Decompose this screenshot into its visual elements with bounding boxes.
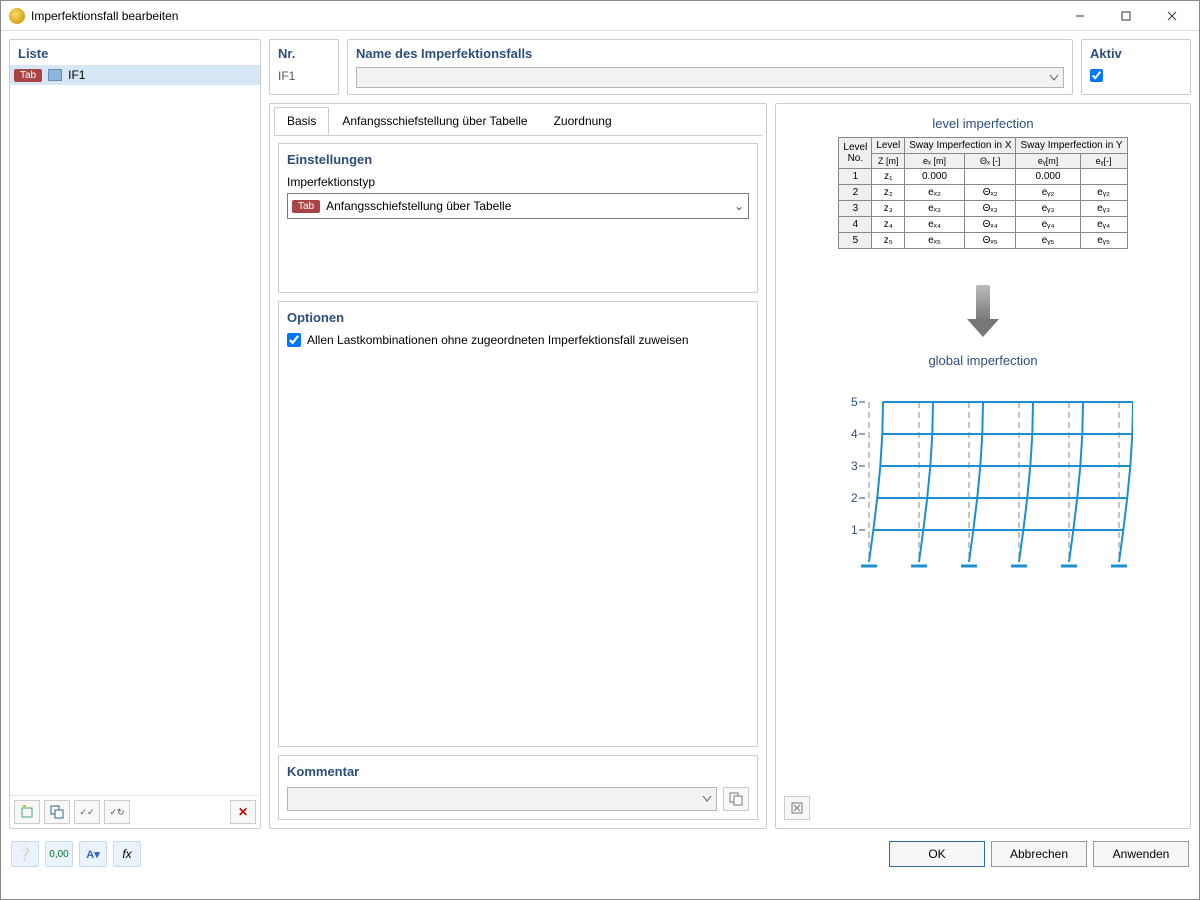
name-panel: Name des Imperfektionsfalls	[347, 39, 1073, 95]
name-label: Name des Imperfektionsfalls	[348, 40, 1072, 65]
liste-item-color	[48, 69, 62, 81]
cancel-button[interactable]: Abbrechen	[991, 841, 1087, 867]
typ-combo[interactable]: Tab Anfangsschiefstellung über Tabelle ⌄	[287, 193, 749, 219]
assign-all-label: Allen Lastkombinationen ohne zugeordnete…	[307, 333, 689, 347]
assign-all-option[interactable]: Allen Lastkombinationen ohne zugeordnete…	[287, 333, 749, 347]
titlebar: Imperfektionsfall bearbeiten	[1, 1, 1199, 31]
table-row: 3z₃eₓ₃Θₓ₃eᵧ₃eᵧ₃	[839, 201, 1127, 217]
tab-basis[interactable]: Basis	[274, 107, 329, 135]
close-button[interactable]	[1149, 1, 1195, 31]
arrow-head-icon	[967, 319, 999, 337]
typ-value: Anfangsschiefstellung über Tabelle	[326, 199, 511, 213]
th-level: Level	[872, 138, 905, 154]
font-button[interactable]: A▾	[79, 841, 107, 867]
liste-item-name: IF1	[68, 68, 85, 82]
apply-button[interactable]: Anwenden	[1093, 841, 1189, 867]
maximize-button[interactable]	[1103, 1, 1149, 31]
fx-button[interactable]: fx	[113, 841, 141, 867]
arrow-icon	[976, 285, 990, 321]
chevron-down-icon	[702, 794, 712, 804]
liste-panel: Liste Tab IF1 ✓✓ ✓↻ ✕	[9, 39, 261, 829]
app-icon	[9, 8, 25, 24]
table-row: 5z₅eₓ₅Θₓ₅eᵧ₅eᵧ₅	[839, 233, 1127, 249]
refresh-button[interactable]: ✓↻	[104, 800, 130, 824]
nr-panel: Nr. IF1	[269, 39, 339, 95]
delete-button[interactable]: ✕	[230, 800, 256, 824]
global-imperfection-title: global imperfection	[784, 353, 1182, 368]
liste-title: Liste	[10, 40, 260, 65]
th-swayy: Sway Imperfection in Y	[1016, 138, 1127, 154]
level-table: Level No. Level Sway Imperfection in X S…	[838, 137, 1127, 249]
chevron-down-icon: ⌄	[734, 199, 744, 213]
kommentar-combo[interactable]	[287, 787, 717, 811]
main-panel: Basis Anfangsschiefstellung über Tabelle…	[269, 103, 767, 829]
units-button[interactable]: 0,00	[45, 841, 73, 867]
preview-panel: level imperfection Level No. Level Sway …	[775, 103, 1191, 829]
svg-text:4: 4	[851, 427, 858, 441]
optionen-group: Optionen Allen Lastkombinationen ohne zu…	[278, 301, 758, 747]
help-button[interactable]: ❔	[11, 841, 39, 867]
svg-text:2: 2	[851, 491, 858, 505]
einstellungen-title: Einstellungen	[287, 152, 749, 167]
optionen-title: Optionen	[287, 310, 749, 325]
check-button[interactable]: ✓✓	[74, 800, 100, 824]
svg-text:3: 3	[851, 459, 858, 473]
window-title: Imperfektionsfall bearbeiten	[31, 9, 1057, 23]
svg-text:5: 5	[851, 395, 858, 409]
liste-item-tag: Tab	[14, 69, 42, 82]
dialog-window: Imperfektionsfall bearbeiten Liste Tab	[0, 0, 1200, 900]
chevron-down-icon	[1049, 73, 1059, 83]
ok-button[interactable]: OK	[889, 841, 985, 867]
tab-zuordnung[interactable]: Zuordnung	[541, 107, 625, 135]
level-imperfection-title: level imperfection	[784, 116, 1182, 131]
assign-all-checkbox[interactable]	[287, 333, 301, 347]
table-row: 4z₄eₓ₄Θₓ₄eᵧ₄eᵧ₄	[839, 217, 1127, 233]
minimize-button[interactable]	[1057, 1, 1103, 31]
name-dropdown[interactable]	[356, 67, 1064, 88]
tab-tabelle[interactable]: Anfangsschiefstellung über Tabelle	[329, 107, 540, 135]
typ-label: Imperfektionstyp	[287, 175, 749, 189]
global-diagram: 1 2 3 4 5	[784, 382, 1182, 582]
kommentar-group: Kommentar	[278, 755, 758, 820]
aktiv-checkbox[interactable]	[1090, 69, 1103, 82]
liste-body: Tab IF1	[10, 65, 260, 795]
copy-button[interactable]	[44, 800, 70, 824]
kommentar-title: Kommentar	[287, 764, 749, 779]
new-button[interactable]	[14, 800, 40, 824]
nr-value: IF1	[270, 65, 338, 87]
table-row: 2z₂eₓ₂Θₓ₂eᵧ₂eᵧ₂	[839, 185, 1127, 201]
aktiv-panel: Aktiv	[1081, 39, 1191, 95]
th-levelno: Level No.	[839, 138, 872, 169]
liste-item[interactable]: Tab IF1	[10, 65, 260, 85]
liste-toolbar: ✓✓ ✓↻ ✕	[10, 795, 260, 828]
preview-settings-button[interactable]	[784, 796, 810, 820]
footer: ❔ 0,00 A▾ fx OK Abbrechen Anwenden	[9, 837, 1191, 871]
aktiv-label: Aktiv	[1082, 40, 1190, 65]
typ-tag: Tab	[292, 200, 320, 213]
th-swayx: Sway Imperfection in X	[905, 138, 1016, 154]
svg-text:1: 1	[851, 523, 858, 537]
kommentar-library-button[interactable]	[723, 787, 749, 811]
einstellungen-group: Einstellungen Imperfektionstyp Tab Anfan…	[278, 143, 758, 293]
nr-label: Nr.	[270, 40, 338, 65]
tabs: Basis Anfangsschiefstellung über Tabelle…	[274, 107, 762, 136]
table-row: 1z₁0.0000.000	[839, 169, 1127, 185]
